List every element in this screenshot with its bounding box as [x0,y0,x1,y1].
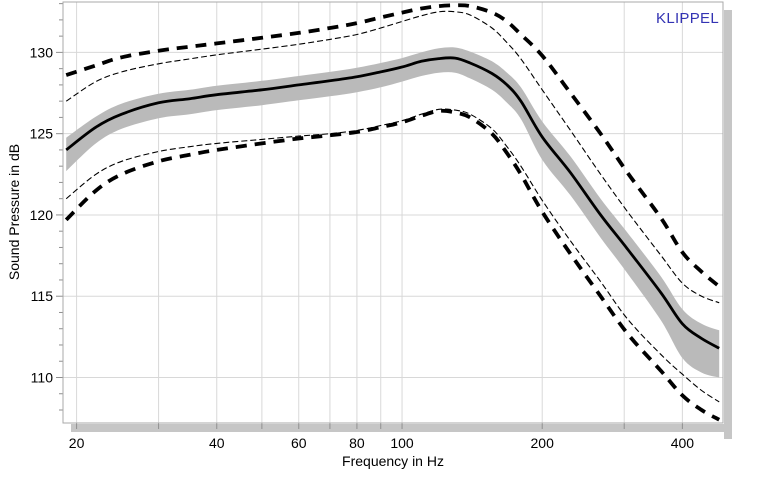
mean-spl-curve [65,56,720,350]
plot-shadow [71,10,732,439]
y-axis-title: Sound Pressure in dB [6,143,22,281]
x-tick-label: 60 [291,435,307,451]
x-tick-label: 80 [349,435,365,451]
x-tick-label: 200 [531,435,555,451]
y-tick-label: 115 [31,288,54,304]
x-tick-label: 40 [209,435,225,451]
curves-layer [64,3,721,422]
upper-bound-thin-curve [65,10,720,304]
y-tick-label: 125 [30,126,54,142]
tick-labels: 20 40 60 80 100 200 400 110 115 120 125 130 [30,44,695,451]
x-tick-label: 20 [69,435,85,451]
x-axis-title: Frequency in Hz [342,453,444,469]
std-deviation-band [66,47,720,378]
klippel-logo-text: KLIPPEL [656,10,719,27]
x-tick-label: 100 [390,435,414,451]
axis-ticks [56,3,683,429]
y-tick-label: 120 [30,207,54,223]
x-tick-label: 400 [671,435,695,451]
y-tick-label: 110 [31,369,54,385]
y-tick-label: 130 [30,44,54,60]
lower-bound-thin-curve [65,108,720,403]
lower-limit-curve [64,108,721,422]
upper-limit-curve [65,3,721,288]
gridlines [63,2,723,423]
plot-frame [62,1,724,424]
